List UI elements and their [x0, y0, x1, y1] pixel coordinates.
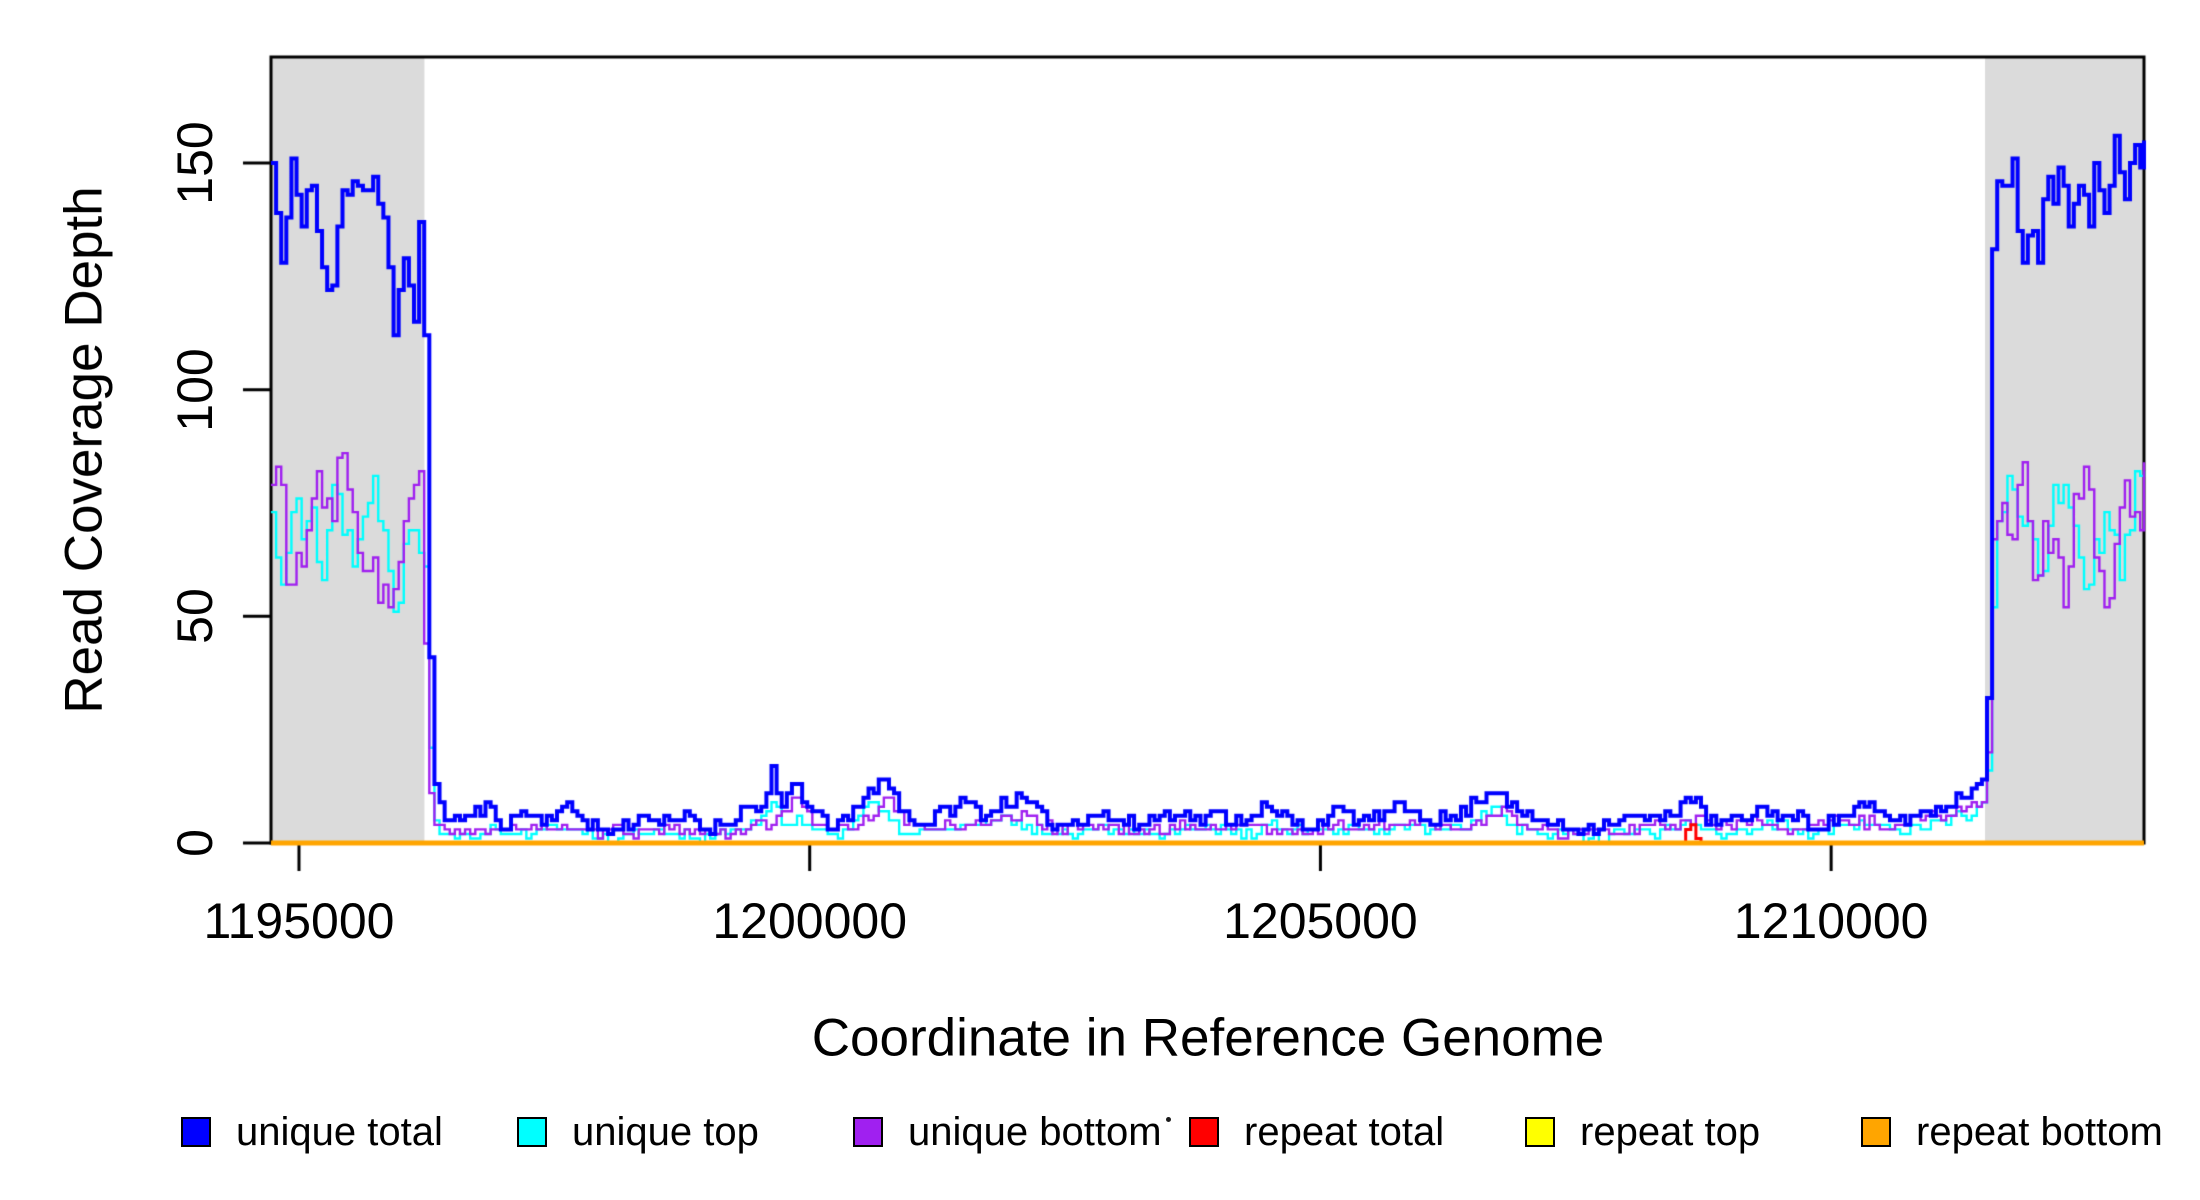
- legend-item-unique-bottom: unique bottom: [853, 1108, 1162, 1156]
- legend-label: repeat total: [1244, 1109, 1445, 1154]
- y-tick-label: 0: [167, 829, 223, 857]
- legend-swatch-unique-bottom: [853, 1117, 883, 1147]
- legend-item-unique-total: unique total: [181, 1108, 443, 1156]
- legend-swatch-repeat-top: [1525, 1117, 1555, 1147]
- legend-label: repeat top: [1580, 1109, 1761, 1154]
- legend-label: unique total: [236, 1109, 443, 1154]
- x-tick-label: 1205000: [1223, 893, 1418, 949]
- y-tick-label: 150: [167, 121, 223, 205]
- legend-label: unique bottom: [908, 1109, 1162, 1154]
- y-tick-label: 100: [167, 347, 223, 432]
- legend-label: unique top: [572, 1109, 759, 1154]
- y-axis-title: Read Coverage Depth: [54, 186, 114, 714]
- y-tick-label: 50: [167, 588, 223, 645]
- x-tick-label: 1200000: [712, 893, 908, 949]
- legend-swatch-repeat-total: [1189, 1117, 1219, 1147]
- legend-swatch-repeat-bottom: [1861, 1117, 1891, 1147]
- legend-item-repeat-bottom: repeat bottom: [1861, 1108, 2163, 1156]
- x-tick-label: 1210000: [1733, 893, 1929, 949]
- legend-item-repeat-total: repeat total: [1189, 1108, 1444, 1156]
- x-axis-title: Coordinate in Reference Genome: [811, 1008, 1605, 1068]
- x-tick-label: 1195000: [203, 893, 395, 949]
- legend-item-repeat-top: repeat top: [1525, 1108, 1760, 1156]
- legend-label: repeat bottom: [1916, 1109, 2163, 1154]
- legend-swatch-unique-total: [181, 1117, 211, 1147]
- legend-swatch-unique-top: [517, 1117, 547, 1147]
- legend-item-unique-top: unique top: [517, 1108, 759, 1156]
- stray-dot-artifact: [1166, 1117, 1171, 1122]
